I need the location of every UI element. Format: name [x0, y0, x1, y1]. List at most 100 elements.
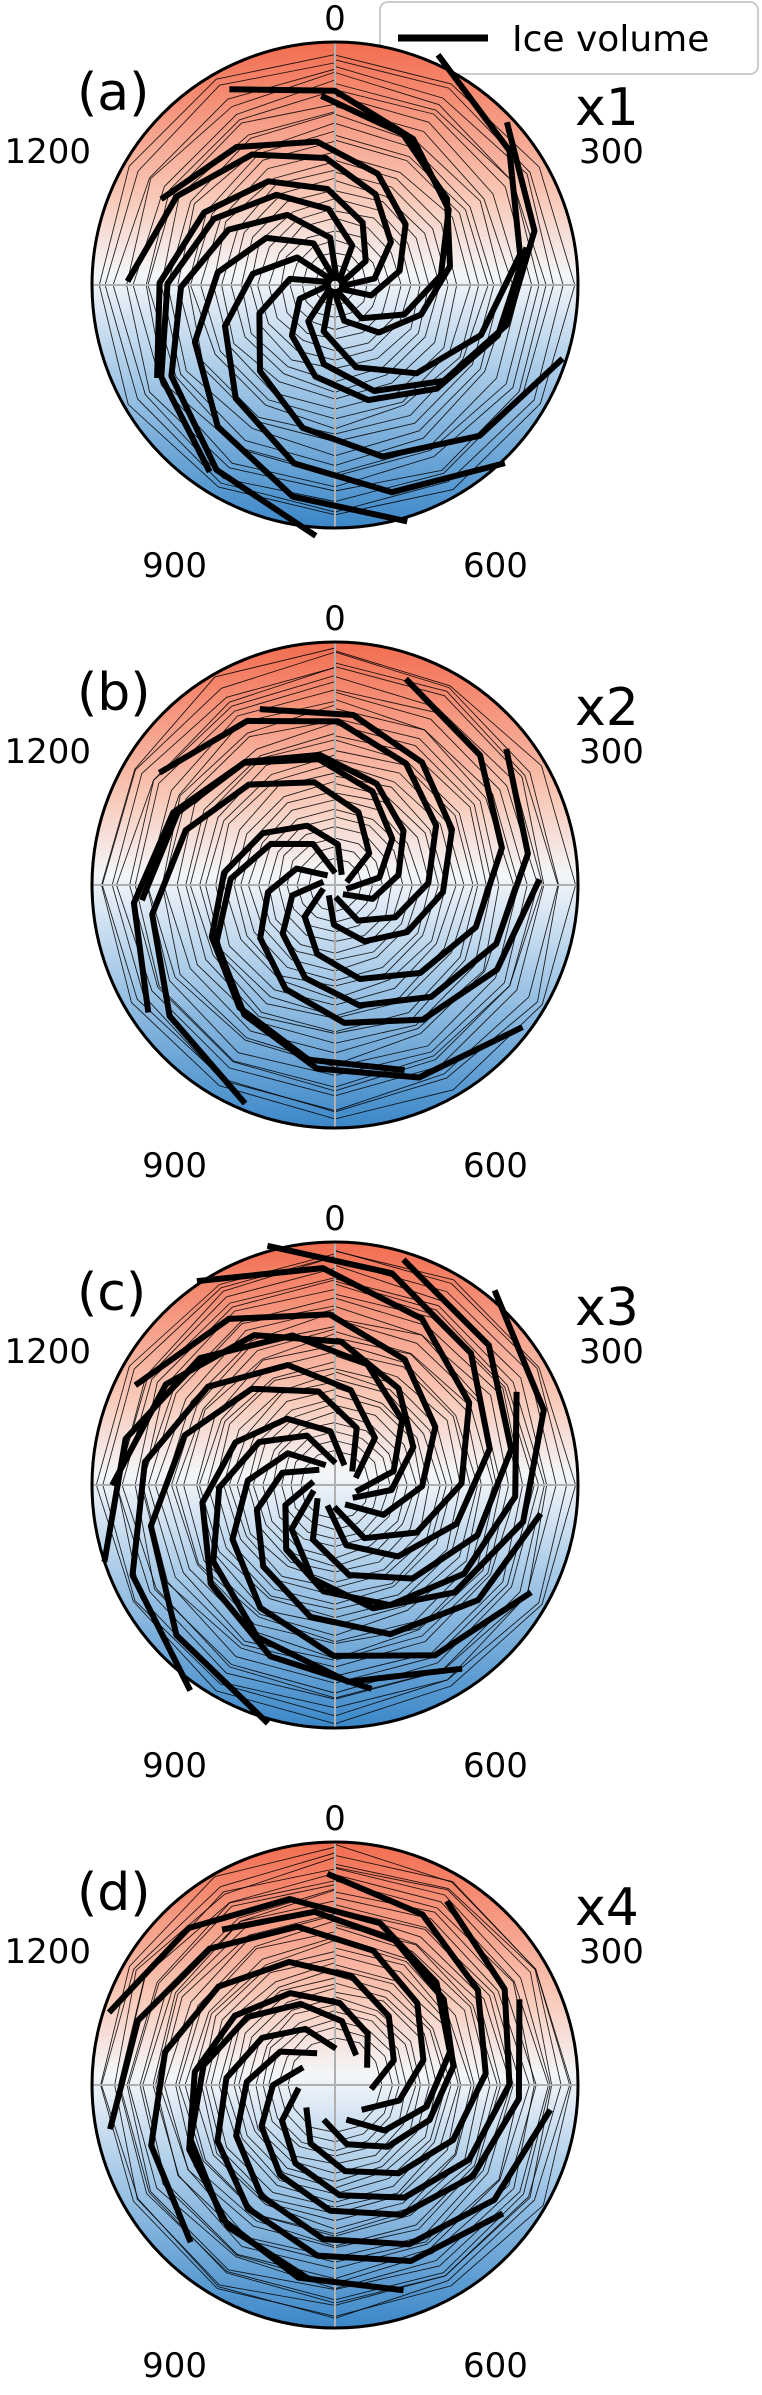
thin-ring [134, 1279, 540, 1694]
ice-volume-line [279, 748, 531, 1009]
panel-d: 0 300 600 900 1200 (d) x4 [4, 1799, 643, 2386]
ice-volume-line [309, 1257, 515, 1582]
thin-ring [190, 139, 480, 430]
ice-volume-line [257, 865, 543, 1026]
thin-ring [126, 71, 547, 492]
polar-frame [90, 640, 580, 1130]
thin-ring [184, 1935, 481, 2235]
thin-ring [119, 1866, 553, 2304]
ice-volume-line [266, 1242, 493, 1560]
theta-tick-600: 600 [463, 546, 528, 586]
ice-volume-line [259, 706, 455, 945]
thin-ring [176, 721, 493, 1044]
thin-ring [300, 1449, 371, 1520]
ice-volume-line [229, 86, 452, 322]
legend: Ice volume [379, 1, 759, 75]
ice-volume-line [214, 2025, 505, 2264]
panel-c: 0 300 600 900 1200 (c) x3 [4, 1199, 643, 1786]
panel-label: (d) [77, 1863, 151, 1923]
theta-tick-0: 0 [324, 1799, 346, 1839]
ice-volume-line [282, 1391, 520, 1609]
ice-volume-line [124, 151, 394, 290]
theta-tick-0: 0 [324, 599, 346, 639]
ice-volume-line [139, 751, 407, 902]
thin-ring [163, 717, 500, 1054]
legend-label: Ice volume [512, 19, 709, 60]
ice-volume-line [159, 138, 409, 299]
thin-ring [126, 1874, 549, 2291]
thin-ring [175, 1920, 498, 2247]
thin-ring [196, 1341, 479, 1626]
thin-ring [132, 79, 540, 488]
thin-ring [98, 54, 576, 516]
ice-volume-line [208, 822, 405, 1074]
panel-a: 0 300 600 900 1200 (a) x1 [4, 0, 643, 586]
ice-volume-line [147, 1385, 360, 1726]
multiplier-label: x2 [575, 678, 639, 738]
thin-ring [199, 747, 474, 1019]
thin-ring [228, 1378, 441, 1589]
thin-ring [145, 89, 533, 477]
ice-volume-line [288, 1289, 547, 1612]
ice-volume-line [158, 191, 356, 474]
theta-tick-600: 600 [463, 1146, 528, 1186]
thin-ring [112, 65, 554, 502]
ice-volume-line [106, 1896, 453, 2134]
thin-ring [296, 846, 374, 923]
multiplier-label: x4 [575, 1878, 639, 1938]
thin-ring [114, 1856, 562, 2306]
ice-volume-line [288, 246, 530, 404]
legend-frame [379, 1, 759, 75]
thin-ring [277, 2026, 393, 2143]
theta-tick-300: 300 [579, 132, 644, 172]
thin-ring [101, 647, 577, 1120]
thin-ring [155, 1908, 514, 2263]
thin-ring [95, 1250, 577, 1725]
thin-ring [247, 797, 422, 972]
ice-volume-line [130, 756, 396, 1013]
ice-volume-line [233, 2048, 553, 2248]
theta-tick-1200: 1200 [4, 732, 91, 772]
ice-volume-line [196, 1265, 473, 1542]
thin-ring [287, 2037, 383, 2133]
thin-ring [104, 59, 564, 513]
ice-volume-line [221, 1908, 457, 2150]
theta-tick-300: 300 [579, 732, 644, 772]
ice-volume-line [253, 1466, 544, 1638]
thin-ring [178, 1926, 491, 2237]
ice-volume-line [303, 1870, 489, 2177]
thin-ring [158, 1908, 512, 2258]
theta-tick-900: 900 [142, 1746, 207, 1786]
ice-volume-line [320, 93, 453, 336]
panel-label: (a) [77, 63, 149, 123]
theta-tick-900: 900 [142, 546, 207, 586]
thin-ring [221, 169, 449, 400]
theta-tick-1200: 1200 [4, 132, 91, 172]
panel-b: 0 300 600 900 1200 (b) x2 [4, 599, 643, 1186]
theta-tick-0: 0 [324, 1199, 346, 1239]
polar-frame [90, 1840, 580, 2330]
ice-volume-line [133, 1311, 439, 1518]
thin-ring [246, 1996, 421, 2174]
theta-tick-300: 300 [579, 1932, 644, 1972]
ice-volume-line [154, 178, 369, 379]
theta-tick-1200: 1200 [4, 1932, 91, 1972]
ice-volume-line [129, 1362, 378, 1692]
ice-volume-line [107, 1923, 427, 2131]
theta-tick-300: 300 [579, 1332, 644, 1372]
ice-volume-line [320, 53, 524, 377]
thin-ring [116, 1264, 548, 1700]
theta-tick-900: 900 [142, 1146, 207, 1186]
thin-ring [116, 666, 545, 1097]
ice-volume-line [101, 1332, 406, 1563]
ice-volume-line [222, 254, 506, 496]
multiplier-label: x1 [575, 78, 639, 138]
thin-ring [255, 2004, 417, 2165]
ice-volume-line [148, 1958, 397, 2244]
thin-ring [240, 790, 431, 982]
theta-tick-0: 0 [324, 0, 346, 39]
theta-tick-600: 600 [463, 1746, 528, 1786]
thin-ring [187, 130, 489, 435]
polar-frame [90, 40, 580, 530]
